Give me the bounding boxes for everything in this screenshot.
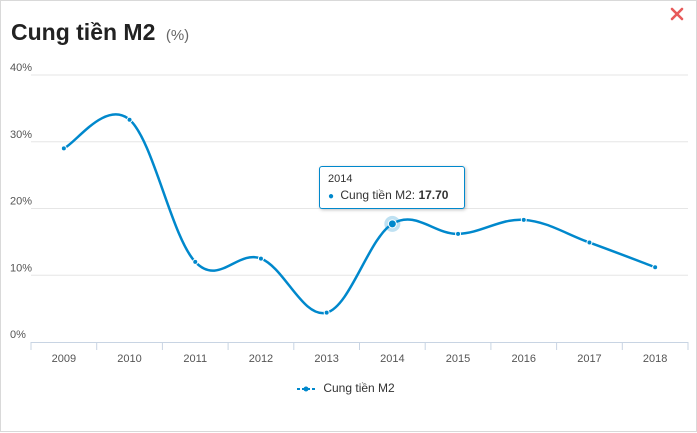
data-point[interactable]: [520, 216, 527, 223]
x-tick-label: 2013: [314, 353, 338, 365]
tooltip-series-dot-icon: ●: [328, 191, 335, 202]
y-tick-label: 10%: [10, 262, 32, 274]
legend-item[interactable]: Cung tiền M2: [297, 381, 395, 395]
x-axis: 2009 2010 2011 2012 2013 2014 2015 2016 2017 2018: [30, 342, 689, 365]
x-tick-label: 2016: [512, 353, 536, 365]
legend-series-icon: [297, 386, 315, 392]
x-tick-label: 2017: [577, 353, 601, 365]
data-point[interactable]: [323, 309, 330, 316]
tooltip-series-label: Cung tiền M2:: [340, 188, 416, 202]
x-tick-label: 2009: [52, 353, 76, 365]
data-point[interactable]: [387, 219, 397, 229]
x-tick-label: 2014: [380, 353, 404, 365]
x-tick-label: 2012: [249, 353, 273, 365]
x-tick-label: 2018: [643, 353, 667, 365]
y-axis-labels: 0% 10% 20% 30% 40%: [10, 62, 32, 341]
tooltip: 2014 ● Cung tiền M2: 17.70: [319, 166, 465, 209]
x-tick-label: 2010: [117, 353, 141, 365]
y-tick-label: 0%: [10, 329, 26, 341]
tooltip-year: 2014: [328, 173, 353, 185]
data-point[interactable]: [455, 230, 462, 237]
data-point[interactable]: [586, 239, 593, 246]
series-line: [63, 113, 656, 315]
data-point[interactable]: [60, 145, 67, 152]
tooltip-row: ● Cung tiền M2: 17.70: [328, 188, 456, 202]
data-point[interactable]: [192, 258, 199, 265]
data-point[interactable]: [257, 255, 264, 262]
data-point[interactable]: [652, 264, 659, 271]
grid-lines: [31, 74, 688, 276]
y-tick-label: 30%: [10, 129, 32, 141]
title-row: Cung tiền M2 (%): [11, 19, 189, 46]
chart-unit: (%): [165, 27, 190, 44]
series-layer: [60, 113, 659, 316]
legend-label: Cung tiền M2: [323, 381, 395, 395]
x-tick-label: 2015: [446, 353, 470, 365]
y-tick-label: 20%: [10, 196, 32, 208]
data-point[interactable]: [126, 116, 133, 123]
chart-title: Cung tiền M2: [11, 19, 156, 45]
close-icon[interactable]: [670, 7, 684, 21]
tooltip-value: 17.70: [418, 188, 449, 202]
y-tick-label: 40%: [10, 62, 32, 74]
x-tick-label: 2011: [183, 353, 207, 365]
